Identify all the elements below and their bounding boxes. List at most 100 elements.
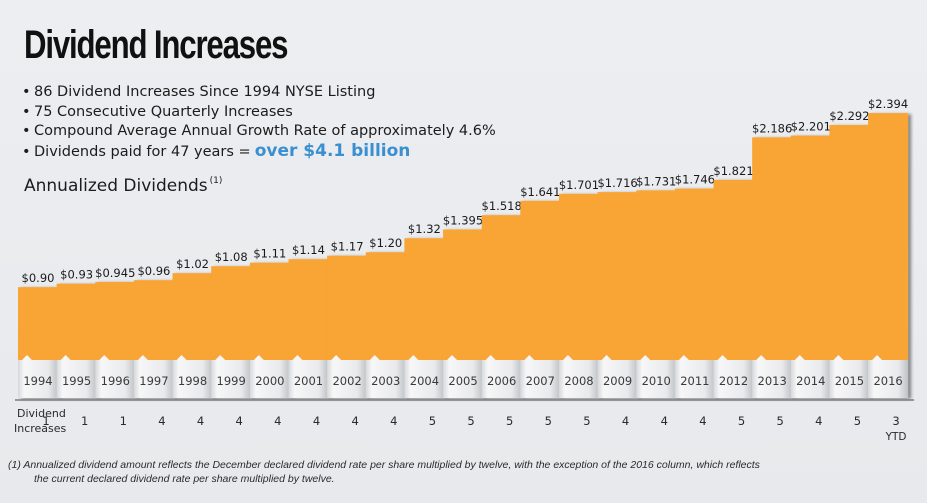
increase-count: 5 [429, 414, 436, 428]
year-label-box [674, 355, 715, 398]
bar-fill [443, 229, 484, 360]
footnote-line-2: the current declared dividend rate per s… [34, 473, 335, 485]
x-tick-label: 2001 [294, 374, 323, 388]
value-label: $2.394 [868, 97, 908, 111]
year-label-box [172, 355, 213, 398]
value-label: $1.821 [713, 164, 753, 178]
value-label: $0.945 [95, 266, 135, 280]
year-label-box [56, 355, 97, 398]
bullet-item: • 86 Dividend Increases Since 1994 NYSE L… [22, 83, 496, 103]
bar-fill [868, 113, 909, 360]
increase-count: 4 [197, 414, 204, 428]
year-label-box [288, 355, 329, 398]
bullet-dot-icon: • [22, 123, 31, 139]
bar-1999 [211, 266, 252, 398]
year-label-box [713, 355, 754, 398]
year-label-box [443, 355, 484, 398]
year-label-box [249, 355, 290, 398]
increase-count: 4 [158, 414, 165, 428]
year-label-box [597, 355, 638, 398]
bar-fill [327, 255, 368, 360]
bars-group: 1994 $0.90 1995 $0.93 1996 $0.945 1997 $0.96 199… [18, 97, 908, 398]
x-tick-label: 2016 [873, 374, 902, 388]
x-tick-label: 2014 [796, 374, 825, 388]
bar-2003 [365, 252, 406, 398]
increase-count: 4 [622, 414, 629, 428]
bar-2014 [790, 135, 831, 398]
bullet-item: • 75 Consecutive Quarterly Increases [22, 103, 496, 123]
bar-fill [95, 281, 136, 360]
bar-2010 [636, 190, 677, 398]
increase-count: 1 [120, 414, 127, 428]
bar-fill [558, 193, 599, 360]
bar-fill [56, 283, 97, 360]
increase-count: 4 [313, 414, 320, 428]
increase-count: 5 [776, 414, 783, 428]
bar-fill [713, 179, 754, 360]
value-label: $1.746 [675, 173, 715, 187]
chart-subtitle: Annualized Dividends (1) [24, 176, 222, 196]
x-tick-label: 2015 [835, 374, 864, 388]
chart-subtitle-text: Annualized Dividends [24, 176, 208, 196]
x-tick-label: 2006 [487, 374, 516, 388]
year-label-box [829, 355, 870, 398]
increase-count: 4 [699, 414, 706, 428]
bar-fill [752, 137, 793, 360]
value-label: $2.186 [752, 121, 792, 135]
year-label-box [481, 355, 522, 398]
value-label: $0.93 [60, 268, 93, 282]
x-tick-label: 2007 [526, 374, 555, 388]
bar-1997 [133, 280, 174, 398]
value-label: $1.731 [636, 174, 676, 188]
increase-count: 5 [854, 414, 861, 428]
year-label-box [558, 355, 599, 398]
bar-fill [249, 262, 290, 360]
x-tick-label: 2010 [642, 374, 671, 388]
bar-fill [288, 259, 329, 360]
value-label: $1.716 [597, 176, 637, 190]
bullet-text: Dividends paid for 47 years = [34, 143, 251, 160]
year-label-box [365, 355, 406, 398]
bar-fill [674, 188, 715, 360]
year-label-box [790, 355, 831, 398]
bar-2006 [481, 215, 522, 398]
bar-2004 [404, 238, 445, 398]
year-label-box [520, 355, 561, 398]
bullet-text: 75 Consecutive Quarterly Increases [34, 103, 293, 120]
year-label-box [211, 355, 252, 398]
bar-2008 [558, 193, 599, 398]
bar-fill [211, 266, 252, 360]
footnote-marker: (1) [209, 176, 223, 186]
bullet-text: 86 Dividend Increases Since 1994 NYSE Li… [34, 84, 376, 100]
increase-count: 4 [274, 414, 281, 428]
increase-count: 4 [661, 414, 668, 428]
value-label: $2.292 [829, 109, 869, 123]
row-label-line-1: Dividend [17, 407, 66, 420]
year-label-box [404, 355, 445, 398]
highlight-total: over $4.1 billion [254, 140, 411, 161]
x-tick-label: 2008 [564, 374, 593, 388]
increase-count: 4 [236, 414, 243, 428]
value-label: $0.96 [137, 264, 170, 278]
bar-fill [18, 287, 58, 360]
bar-1995 [56, 283, 97, 398]
increase-count: 5 [583, 414, 590, 428]
x-tick-label: 2011 [680, 374, 709, 388]
bar-2015 [829, 124, 870, 398]
x-tick-label: 1997 [139, 374, 168, 388]
bar-2012 [713, 179, 754, 398]
value-label: $1.20 [369, 236, 402, 250]
increase-count: 5 [467, 414, 474, 428]
bar-2016 [868, 113, 909, 398]
bar-2005 [443, 229, 484, 398]
bar-fill [597, 192, 638, 360]
bullet-dot-icon: • [22, 143, 31, 160]
year-label-box [327, 355, 368, 398]
x-tick-label: 2004 [410, 374, 439, 388]
increase-count: 1 [81, 414, 88, 428]
bar-fill [172, 273, 213, 360]
value-label: $1.701 [559, 178, 599, 192]
value-label: $1.641 [520, 185, 560, 199]
row-label-line-2: Increases [14, 422, 67, 435]
bar-2013 [752, 137, 793, 398]
